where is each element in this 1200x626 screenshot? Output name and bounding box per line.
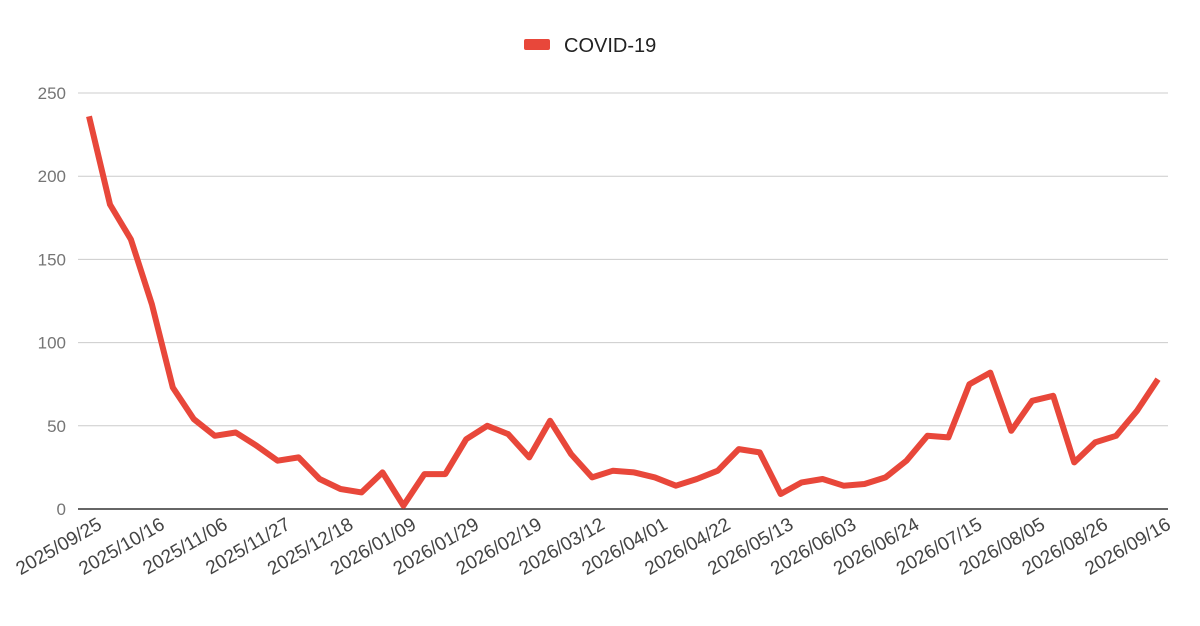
data-point [191,416,197,422]
data-point [883,474,889,480]
data-point [107,201,113,207]
data-point [652,474,658,480]
data-point [442,471,448,477]
y-tick-label: 250 [38,84,66,103]
data-point [820,476,826,482]
data-point [338,486,344,492]
data-point [673,483,679,489]
gridlines [78,92,1168,427]
series-layer [86,113,1161,509]
x-axis-ticks: 2025/09/252025/10/162025/11/062025/11/27… [13,514,1175,580]
data-point [799,479,805,485]
legend-label-covid-19: COVID-19 [564,35,656,57]
y-axis-ticks: 0 50 100 150 200 250 [38,84,66,519]
y-tick-label: 200 [38,167,66,186]
data-point [757,449,763,455]
data-point [841,483,847,489]
data-point [296,454,302,460]
data-point [1029,398,1035,404]
data-point [987,370,993,376]
data-point [945,434,951,440]
data-point [400,503,406,509]
data-point [170,385,176,391]
data-point [484,423,490,429]
data-point [862,481,868,487]
data-point [358,489,364,495]
legend: COVID-19 [524,35,656,57]
y-tick-label: 50 [47,417,66,436]
data-point [421,471,427,477]
legend-swatch-covid-19 [524,39,550,50]
y-tick-label: 0 [57,500,66,519]
data-point [1134,408,1140,414]
data-point [610,468,616,474]
data-point [233,429,239,435]
data-point [86,113,92,119]
data-point [694,476,700,482]
data-point [631,469,637,475]
data-point [275,458,281,464]
data-point [736,446,742,452]
data-point [317,476,323,482]
data-point [1050,393,1056,399]
data-point [778,491,784,497]
data-point [463,436,469,442]
data-point [1113,433,1119,439]
data-point [1008,428,1014,434]
data-point [526,454,532,460]
y-tick-label: 150 [38,250,66,269]
data-point [149,301,155,307]
data-point [254,443,260,449]
data-point [1155,376,1161,382]
data-point [903,458,909,464]
data-point [1071,459,1077,465]
data-point [128,236,134,242]
data-point [1092,439,1098,445]
data-point [505,431,511,437]
data-point [715,468,721,474]
data-point [568,451,574,457]
data-point [212,433,218,439]
data-point [924,433,930,439]
data-point [589,474,595,480]
y-tick-label: 100 [38,334,66,353]
series-line-covid-19 [86,115,1161,509]
data-point [379,469,385,475]
data-point [547,418,553,424]
data-point [966,381,972,387]
